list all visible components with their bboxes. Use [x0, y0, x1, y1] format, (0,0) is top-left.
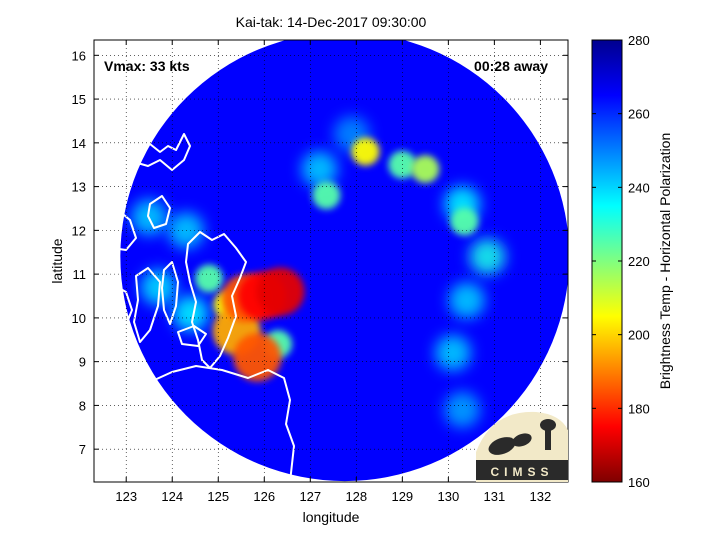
y-tick-label-10: 10 — [72, 311, 86, 326]
plot-area — [93, 39, 569, 483]
y-tick-label-7: 7 — [79, 442, 86, 457]
x-tick-label-128: 128 — [345, 489, 367, 504]
colorbar-tick-label-200: 200 — [628, 328, 650, 343]
colorbar-label: Brightness Temp - Horizontal Polarizatio… — [657, 133, 673, 390]
y-tick-label-8: 8 — [79, 398, 86, 413]
colorbar: 160 180 200 220 240 260 280 Brightness Temp - … — [591, 33, 673, 490]
colorbar-tick-label-260: 260 — [628, 107, 650, 122]
y-tick-label-13: 13 — [72, 180, 86, 195]
coastline-panay-negros — [95, 267, 161, 347]
y-tick-label-12: 12 — [72, 223, 86, 238]
chart-title: Kai-tak: 14-Dec-2017 09:30:00 — [236, 14, 427, 30]
colorbar-tick-label-220: 220 — [628, 254, 650, 269]
colorbar-tick-label-160: 160 — [628, 475, 650, 490]
y-axis-label: latitude — [49, 238, 65, 283]
feature-blob-16 — [411, 155, 440, 184]
feature-blob-14 — [312, 181, 341, 210]
cimss-logo: CIMSS — [476, 411, 568, 482]
feature-blob-7 — [140, 269, 177, 306]
y-tick-label-14: 14 — [72, 136, 86, 151]
logo-tower-icon — [545, 420, 551, 450]
plot-frame — [93, 39, 569, 483]
gridlines — [94, 40, 568, 482]
coastline-mindoro — [103, 209, 137, 251]
y-tick-label-16: 16 — [72, 48, 86, 63]
y-tick-labels: 7 8 9 10 11 12 13 14 15 16 — [72, 48, 86, 457]
feature-blob-23 — [256, 267, 305, 316]
feature-blob-10 — [469, 238, 506, 275]
feature-blob-1 — [444, 391, 481, 428]
colorbar-bar — [591, 39, 623, 483]
coastline-luzon — [95, 125, 191, 201]
coastline-masbate — [147, 195, 171, 229]
coastline-samar-leyte — [185, 231, 247, 369]
x-tick-label-124: 124 — [161, 489, 183, 504]
feature-blob-15 — [450, 207, 479, 236]
x-tick-label-131: 131 — [484, 489, 506, 504]
logo-dish-icon-2 — [512, 433, 532, 447]
feature-blob-21 — [233, 333, 282, 382]
vmax-annotation: Vmax: 33 kts — [104, 58, 190, 74]
colorbar-tick-label-180: 180 — [628, 401, 650, 416]
x-tick-label-132: 132 — [530, 489, 552, 504]
logo-tower-top-icon — [540, 419, 556, 431]
y-tick-label-9: 9 — [79, 355, 86, 370]
coastline-cebu-bohol — [161, 261, 207, 347]
feature-blob-5 — [448, 282, 485, 319]
coastline-mindanao — [129, 365, 295, 482]
time-away-annotation: 00:28 away — [474, 58, 548, 74]
feature-blob-18 — [351, 137, 380, 166]
feature-blob-8 — [172, 295, 209, 332]
feature-blob-6 — [434, 334, 471, 371]
colorbar-tick-label-280: 280 — [628, 33, 650, 48]
x-tick-label-127: 127 — [299, 489, 321, 504]
coastlines — [95, 125, 295, 482]
feature-blob-12 — [195, 264, 224, 293]
x-tick-label-129: 129 — [391, 489, 413, 504]
colorbar-tick-label-240: 240 — [628, 180, 650, 195]
x-axis-label: longitude — [303, 509, 360, 525]
x-tick-labels: 123 124 125 126 127 128 129 130 131 132 — [115, 489, 551, 504]
x-tick-label-130: 130 — [437, 489, 459, 504]
logo-dish-icon — [488, 437, 516, 455]
logo-band — [476, 460, 568, 480]
colorbar-ticks: 160 180 200 220 240 260 280 — [592, 33, 650, 490]
x-tick-label-123: 123 — [115, 489, 137, 504]
logo-text: CIMSS — [490, 465, 553, 479]
x-tick-label-126: 126 — [253, 489, 275, 504]
x-tick-label-125: 125 — [207, 489, 229, 504]
y-tick-label-11: 11 — [73, 267, 87, 282]
y-tick-label-15: 15 — [72, 92, 86, 107]
feature-blob-4 — [301, 151, 338, 188]
swath — [120, 40, 568, 482]
